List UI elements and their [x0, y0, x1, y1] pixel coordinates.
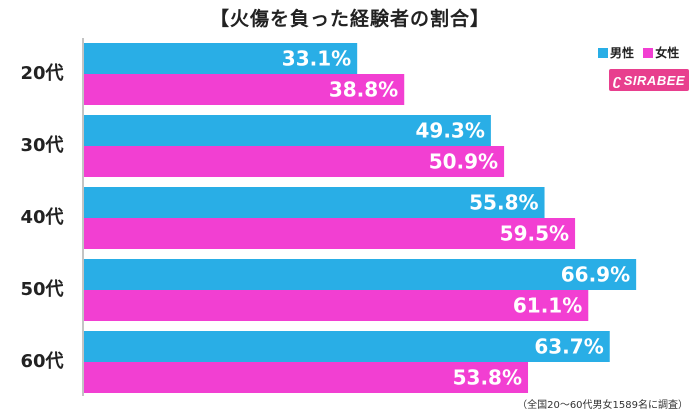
legend-swatch-female	[643, 47, 654, 58]
legend-item-female: 女性	[643, 44, 679, 61]
category-label: 60代	[20, 351, 63, 372]
data-label-male: 63.7%	[534, 335, 603, 359]
category-label: 30代	[20, 135, 63, 156]
bar-female	[84, 290, 589, 321]
data-label-female: 59.5%	[500, 222, 569, 246]
category-label: 50代	[20, 279, 63, 300]
bar-female	[84, 146, 505, 177]
data-label-male: 55.8%	[469, 191, 538, 215]
data-label-male: 66.9%	[561, 263, 630, 287]
sirabee-logo-text: SIRABEE	[623, 72, 686, 88]
category-label: 20代	[20, 63, 63, 84]
chart-title: 【火傷を負った経験者の割合】	[209, 8, 490, 30]
data-label-female: 50.9%	[429, 150, 498, 174]
category-label: 40代	[20, 207, 63, 228]
legend-item-male: 男性	[598, 44, 634, 61]
bar-female	[84, 362, 529, 393]
legend: 男性 女性	[598, 44, 684, 61]
bar-male	[84, 331, 610, 362]
data-label-male: 33.1%	[282, 47, 351, 71]
bar-male	[84, 43, 358, 74]
legend-label-female: 女性	[655, 46, 680, 60]
data-label-female: 61.1%	[513, 294, 582, 318]
bar-female	[84, 74, 405, 105]
bar-male	[84, 187, 545, 218]
bar-female	[84, 218, 576, 249]
sirabee-logo: ʗ SIRABEE	[609, 69, 689, 91]
legend-swatch-male	[598, 47, 608, 58]
data-label-female: 38.8%	[329, 78, 398, 102]
sirabee-logo-icon: ʗ	[612, 71, 622, 89]
legend-label-male: 男性	[610, 46, 635, 60]
bar-male	[84, 115, 491, 146]
data-label-female: 53.8%	[453, 366, 522, 390]
source-note: （全国20〜60代男女1589名に調査）	[517, 400, 688, 411]
bar-male	[84, 259, 637, 290]
data-label-male: 49.3%	[415, 119, 484, 143]
